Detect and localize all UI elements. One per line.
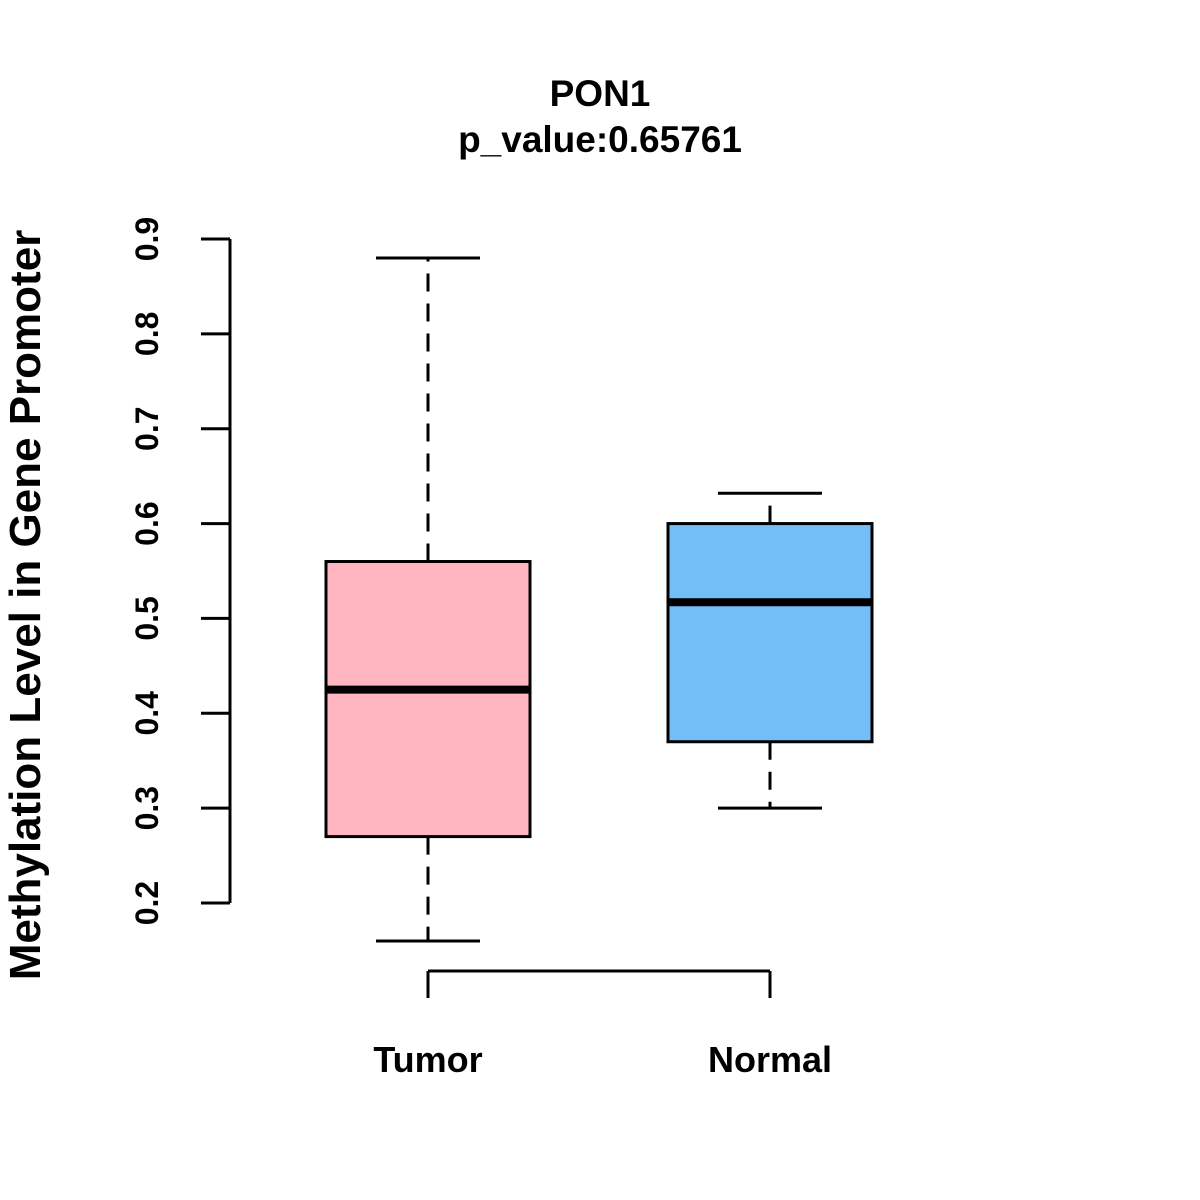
x-axis: Tumor Normal xyxy=(373,969,832,1080)
plot-area xyxy=(324,256,874,943)
y-tick-label: 0.4 xyxy=(129,691,165,736)
category-label-normal: Normal xyxy=(708,1039,832,1080)
y-tick-label: 0.8 xyxy=(129,312,165,356)
box-tumor xyxy=(324,560,532,839)
y-axis: 0.2 0.3 0.4 0.5 0.6 0.7 0.8 0.9 xyxy=(129,217,232,925)
y-tick-label: 0.3 xyxy=(129,786,165,830)
y-axis-title: Methylation Level in Gene Promoter xyxy=(1,230,50,981)
chart-title: PON1 xyxy=(550,73,651,114)
y-tick-label: 0.2 xyxy=(129,881,165,925)
y-tick-label: 0.7 xyxy=(129,406,165,450)
y-tick-label: 0.5 xyxy=(129,596,165,640)
chart-subtitle: p_value:0.65761 xyxy=(458,119,742,160)
y-tick-label: 0.9 xyxy=(129,217,165,261)
y-tick-label: 0.6 xyxy=(129,501,165,545)
box-normal xyxy=(666,522,874,744)
category-label-tumor: Tumor xyxy=(373,1039,482,1080)
